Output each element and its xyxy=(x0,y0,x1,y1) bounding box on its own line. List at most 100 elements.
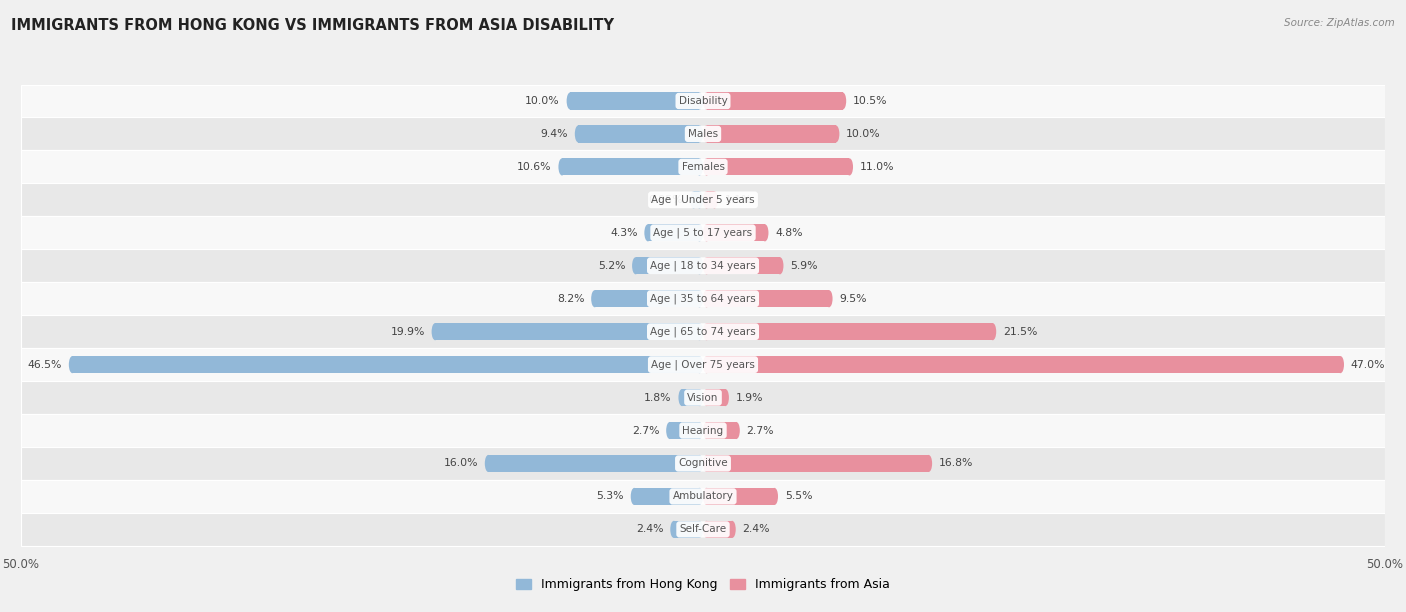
Bar xyxy=(21,414,1385,447)
Bar xyxy=(636,257,699,274)
Circle shape xyxy=(703,488,710,505)
Circle shape xyxy=(696,488,703,505)
Text: Age | Over 75 years: Age | Over 75 years xyxy=(651,359,755,370)
Text: Females: Females xyxy=(682,162,724,172)
Text: IMMIGRANTS FROM HONG KONG VS IMMIGRANTS FROM ASIA DISABILITY: IMMIGRANTS FROM HONG KONG VS IMMIGRANTS … xyxy=(11,18,614,34)
Circle shape xyxy=(696,125,703,143)
Circle shape xyxy=(633,257,640,274)
Bar xyxy=(21,348,1385,381)
Text: 8.2%: 8.2% xyxy=(557,294,585,304)
Text: 11.0%: 11.0% xyxy=(860,162,894,172)
Circle shape xyxy=(721,389,728,406)
Text: Age | 5 to 17 years: Age | 5 to 17 years xyxy=(654,228,752,238)
Circle shape xyxy=(696,422,703,439)
Circle shape xyxy=(69,356,76,373)
Circle shape xyxy=(990,323,997,340)
Text: 47.0%: 47.0% xyxy=(1351,360,1385,370)
Bar xyxy=(707,323,993,340)
Circle shape xyxy=(703,389,710,406)
Circle shape xyxy=(644,224,651,241)
Text: Males: Males xyxy=(688,129,718,139)
Text: 4.8%: 4.8% xyxy=(775,228,803,238)
Circle shape xyxy=(825,290,832,307)
Circle shape xyxy=(762,224,769,241)
Text: 16.8%: 16.8% xyxy=(939,458,973,468)
Bar xyxy=(673,521,699,538)
Bar xyxy=(707,257,780,274)
Bar xyxy=(21,118,1385,151)
Text: 5.3%: 5.3% xyxy=(596,491,624,501)
Circle shape xyxy=(696,159,703,176)
Bar xyxy=(669,422,699,439)
Circle shape xyxy=(696,192,703,209)
Bar xyxy=(21,513,1385,546)
Circle shape xyxy=(432,323,439,340)
Circle shape xyxy=(703,290,710,307)
Bar xyxy=(707,192,714,209)
Text: Age | 35 to 64 years: Age | 35 to 64 years xyxy=(650,293,756,304)
Bar xyxy=(72,356,699,373)
Bar xyxy=(21,282,1385,315)
Circle shape xyxy=(696,521,703,538)
Bar xyxy=(595,290,699,307)
Circle shape xyxy=(696,323,703,340)
Bar xyxy=(21,249,1385,282)
Circle shape xyxy=(703,356,710,373)
Text: 5.9%: 5.9% xyxy=(790,261,818,271)
Circle shape xyxy=(703,92,710,110)
Bar xyxy=(21,381,1385,414)
Text: 10.0%: 10.0% xyxy=(846,129,880,139)
Text: Hearing: Hearing xyxy=(682,425,724,436)
Text: Ambulatory: Ambulatory xyxy=(672,491,734,501)
Bar xyxy=(21,315,1385,348)
Circle shape xyxy=(679,389,686,406)
Bar xyxy=(693,192,699,209)
Bar xyxy=(634,488,699,505)
Circle shape xyxy=(703,159,710,176)
Text: Vision: Vision xyxy=(688,392,718,403)
Circle shape xyxy=(696,356,703,373)
Circle shape xyxy=(485,455,492,472)
Circle shape xyxy=(558,159,565,176)
Circle shape xyxy=(671,521,678,538)
Circle shape xyxy=(690,192,697,209)
Bar xyxy=(578,125,699,143)
Bar xyxy=(21,184,1385,216)
Text: Source: ZipAtlas.com: Source: ZipAtlas.com xyxy=(1284,18,1395,28)
Text: Age | 18 to 34 years: Age | 18 to 34 years xyxy=(650,261,756,271)
Legend: Immigrants from Hong Kong, Immigrants from Asia: Immigrants from Hong Kong, Immigrants fr… xyxy=(510,573,896,596)
Circle shape xyxy=(703,224,710,241)
Text: 9.5%: 9.5% xyxy=(839,294,868,304)
Bar xyxy=(707,356,1340,373)
Text: 10.0%: 10.0% xyxy=(526,96,560,106)
Text: 1.8%: 1.8% xyxy=(644,392,672,403)
Text: 21.5%: 21.5% xyxy=(1002,327,1038,337)
Circle shape xyxy=(696,290,703,307)
Circle shape xyxy=(703,257,710,274)
Bar xyxy=(21,151,1385,184)
Circle shape xyxy=(925,455,932,472)
Bar xyxy=(707,159,849,176)
Bar xyxy=(571,92,699,110)
Circle shape xyxy=(770,488,778,505)
Bar xyxy=(707,422,737,439)
Bar xyxy=(562,159,699,176)
Bar xyxy=(488,455,699,472)
Bar xyxy=(21,447,1385,480)
Circle shape xyxy=(1337,356,1344,373)
Text: 5.2%: 5.2% xyxy=(598,261,626,271)
Text: Cognitive: Cognitive xyxy=(678,458,728,468)
Bar xyxy=(707,455,928,472)
Text: Disability: Disability xyxy=(679,96,727,106)
Circle shape xyxy=(567,92,574,110)
Text: 5.5%: 5.5% xyxy=(785,491,813,501)
Circle shape xyxy=(711,192,718,209)
Circle shape xyxy=(696,224,703,241)
Circle shape xyxy=(591,290,599,307)
Text: 4.3%: 4.3% xyxy=(610,228,637,238)
Circle shape xyxy=(846,159,853,176)
Bar xyxy=(707,92,842,110)
Circle shape xyxy=(575,125,582,143)
Text: 2.7%: 2.7% xyxy=(631,425,659,436)
Bar xyxy=(707,389,725,406)
